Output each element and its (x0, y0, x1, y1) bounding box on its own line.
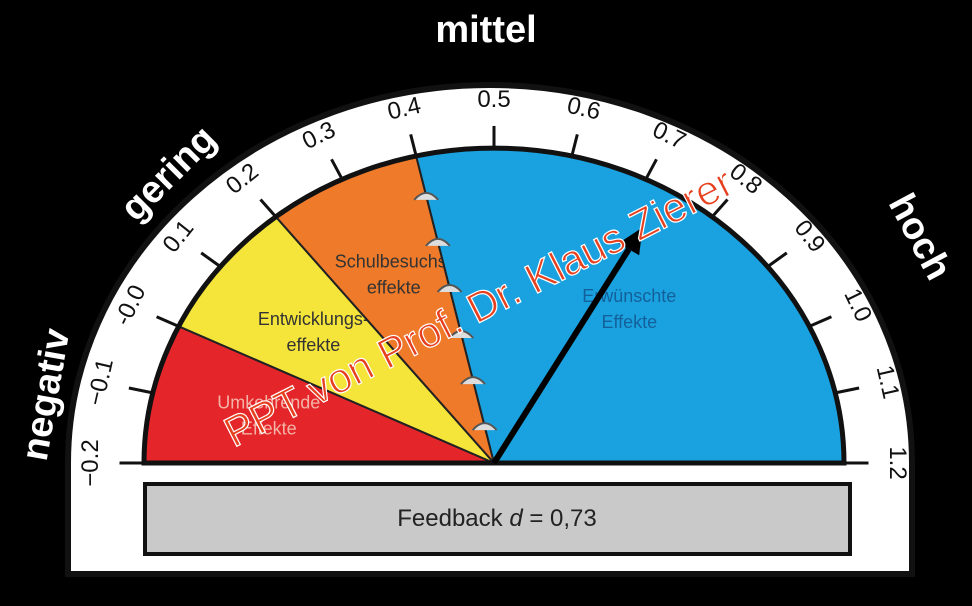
tick-mark (200, 251, 222, 268)
tick-mark (259, 198, 277, 218)
tick-mark (155, 315, 180, 328)
zones: Umkehrende Effekte Entwicklungs-effekte Sch… (141, 145, 847, 466)
tick-label: −0.2 (77, 439, 104, 486)
tick-mark (330, 158, 344, 180)
needle (491, 247, 632, 465)
zone-label: Effekte (241, 418, 297, 438)
hook (460, 376, 486, 385)
zone-label: Entwicklungs- (258, 309, 369, 329)
caption-prefix: Feedback (397, 505, 509, 532)
hook (471, 422, 498, 431)
zone-label: effekte (287, 335, 341, 355)
zone-label: effekte (367, 277, 421, 297)
tick-mark (711, 198, 729, 218)
hook (413, 191, 440, 201)
tick-mark (409, 134, 418, 157)
zone-outline (141, 145, 847, 466)
caption-symbol: d (509, 505, 523, 532)
tick-mark (128, 386, 154, 395)
tick-label: 0.5 (477, 86, 510, 113)
zone-label: Effekte (601, 312, 657, 332)
hook (448, 330, 475, 339)
tick-mark (570, 134, 579, 157)
needle-head (618, 227, 643, 256)
hook (436, 283, 463, 293)
tick-label: 1.2 (884, 446, 911, 479)
zone-label: Schulbesuchs- (335, 251, 453, 271)
tick-mark (834, 386, 860, 395)
tick-mark (644, 158, 658, 180)
caption-box (143, 482, 852, 556)
hook (425, 237, 451, 247)
zone-label: Umkehrende (217, 392, 320, 412)
tick-mark (808, 315, 833, 328)
tick-mark (766, 251, 788, 268)
caption-suffix: = 0,73 (523, 505, 597, 532)
category-label: mittel (435, 9, 536, 51)
caption: Feedback d = 0,73 (397, 505, 597, 532)
